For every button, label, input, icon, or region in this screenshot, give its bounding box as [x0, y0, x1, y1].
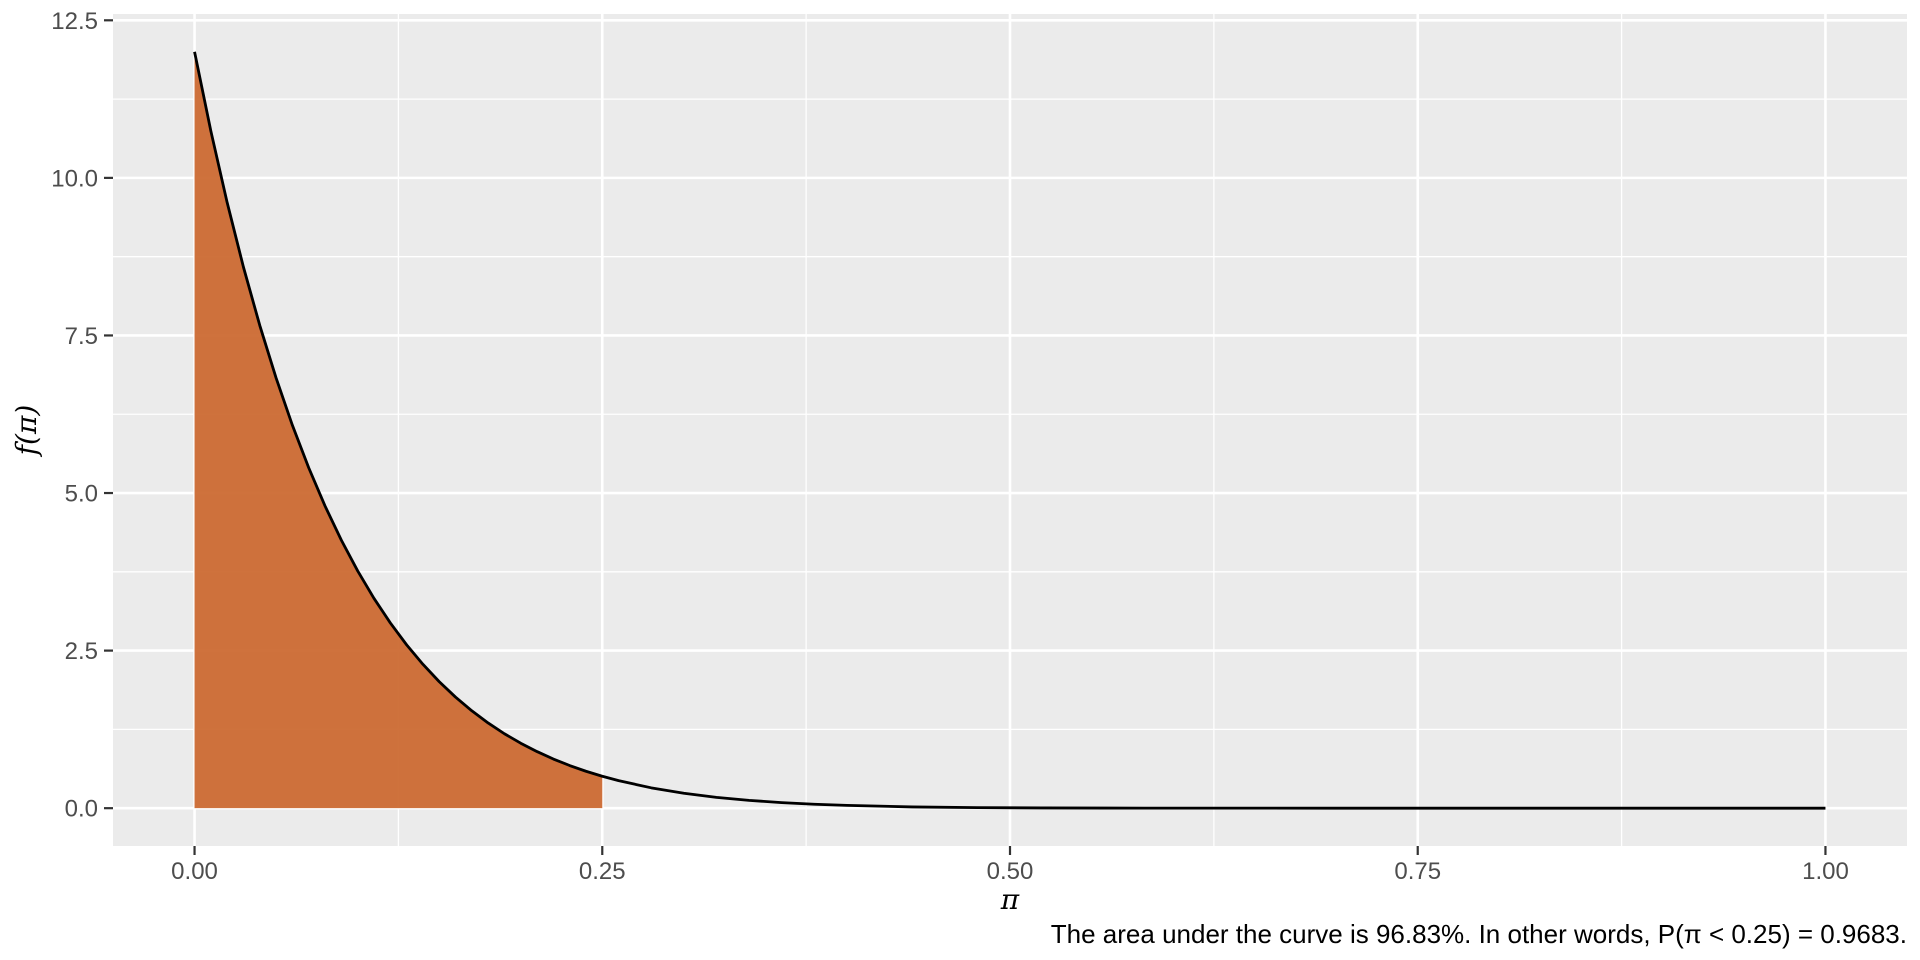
x-tick-label: 0.75: [1394, 858, 1441, 885]
density-curve: [193, 51, 1826, 810]
y-axis-title: f(π): [10, 404, 43, 456]
y-tick-label: 2.5: [65, 638, 98, 665]
y-tick-label: 10.0: [51, 165, 98, 192]
x-tick-label: 1.00: [1802, 858, 1849, 885]
area-caption: The area under the curve is 96.83%. In o…: [1050, 919, 1907, 949]
x-tick-label: 0.50: [987, 858, 1034, 885]
y-tick-label: 0.0: [65, 796, 98, 823]
y-tick-label: 7.5: [65, 323, 98, 350]
x-tick-label: 0.00: [171, 858, 218, 885]
x-axis-title: π: [1000, 883, 1020, 916]
y-tick-label: 5.0: [65, 481, 98, 508]
y-tick-label: 12.5: [51, 8, 98, 35]
x-tick-label: 0.25: [579, 858, 626, 885]
shaded-area: [194, 51, 603, 809]
